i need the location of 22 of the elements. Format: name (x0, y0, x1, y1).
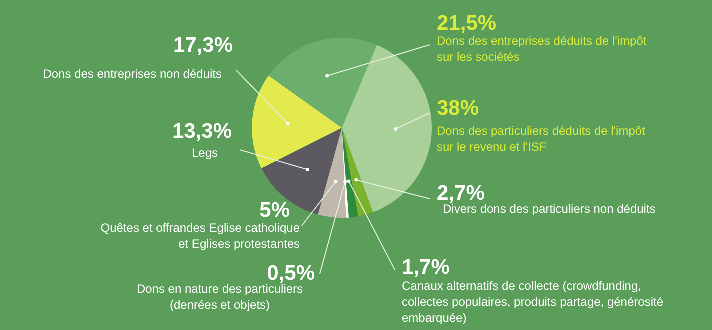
slice-label: Canaux alternatifs de collecte (crowdfunding, collectes populaires, produits partage, générosité embarquée) (402, 279, 664, 325)
pie-slice (342, 128, 374, 216)
slice-label: Legs (192, 146, 218, 160)
pie-slice (342, 128, 358, 218)
slice-label: Dons des entreprises non déduits (43, 67, 222, 81)
pie-slice (342, 45, 432, 212)
data-label: 5% (260, 199, 290, 222)
data-label: 21,5% (437, 12, 497, 35)
data-label: 13,3% (172, 120, 232, 143)
pie-slice (318, 128, 346, 218)
data-label: 0,5% (267, 262, 316, 285)
slice-label: Divers dons des particuliers non déduits (443, 202, 656, 216)
slice-label: Dons en nature des particuliers (denrées et objets) (136, 282, 304, 312)
data-label: 1,7% (402, 256, 450, 279)
data-label: 17,3% (173, 34, 234, 57)
slice-label: Dons des entreprises déduits de l'impôt sur les sociétés (437, 34, 648, 64)
slice-label: Dons des particuliers déduits de l'impôt sur le revenu et l'ISF (437, 124, 646, 154)
pie-slice (268, 38, 378, 128)
pie-slice (252, 76, 342, 169)
data-label: 38% (437, 97, 480, 120)
slice-label: Quêtes et offrandes Eglise catholique et Eglises protestantes (100, 221, 300, 251)
data-label: 2,7% (437, 182, 486, 205)
